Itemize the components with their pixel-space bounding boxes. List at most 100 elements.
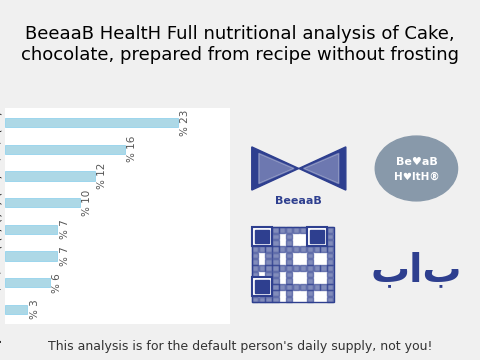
Bar <box>259 297 265 302</box>
Bar <box>286 291 292 296</box>
Bar <box>327 259 334 265</box>
Bar <box>300 265 306 271</box>
Bar <box>307 297 313 302</box>
Bar <box>255 230 269 243</box>
Bar <box>307 246 313 252</box>
Bar <box>286 297 292 302</box>
Bar <box>272 259 278 265</box>
Bar <box>272 271 278 277</box>
Ellipse shape <box>375 136 457 201</box>
Bar <box>327 253 334 258</box>
Bar <box>5 225 58 234</box>
Text: باب: باب <box>371 251 462 289</box>
Bar <box>259 246 265 252</box>
Bar <box>272 240 278 246</box>
Bar <box>300 284 306 290</box>
Bar <box>307 240 313 246</box>
Bar <box>272 228 278 233</box>
Bar <box>286 234 292 239</box>
Bar <box>252 253 258 258</box>
Text: % 7: % 7 <box>60 220 70 239</box>
Bar <box>307 278 313 284</box>
Bar <box>286 278 292 284</box>
Bar <box>286 228 292 233</box>
Bar <box>307 228 313 233</box>
Bar <box>252 271 258 277</box>
Bar <box>293 246 299 252</box>
Bar <box>310 230 324 243</box>
Text: H♥ltH®: H♥ltH® <box>394 172 439 182</box>
Bar <box>313 284 320 290</box>
Bar <box>272 234 278 239</box>
Bar <box>327 297 334 302</box>
Bar <box>5 198 80 207</box>
Bar <box>327 240 334 246</box>
Bar <box>252 278 258 284</box>
Bar <box>265 297 272 302</box>
Bar <box>252 227 272 246</box>
Bar <box>293 265 299 271</box>
Bar <box>252 291 258 296</box>
Text: % 12: % 12 <box>97 163 108 189</box>
Bar <box>327 228 334 233</box>
Bar <box>327 291 334 296</box>
Bar <box>293 228 299 233</box>
Bar <box>265 253 272 258</box>
Bar <box>252 277 272 296</box>
Bar <box>307 284 313 290</box>
Bar <box>286 246 292 252</box>
Bar <box>252 246 258 252</box>
Text: BeeaaB: BeeaaB <box>276 196 322 206</box>
Bar <box>300 246 306 252</box>
Bar <box>286 259 292 265</box>
Bar <box>327 284 334 290</box>
Bar <box>307 271 313 277</box>
Bar <box>259 278 265 284</box>
Bar <box>307 227 327 246</box>
Bar <box>252 228 258 233</box>
Bar <box>327 246 334 252</box>
Bar <box>320 284 326 290</box>
Bar <box>320 265 326 271</box>
Bar <box>286 271 292 277</box>
Bar <box>272 246 278 252</box>
Bar <box>279 284 286 290</box>
Bar <box>5 144 125 154</box>
Bar <box>313 265 320 271</box>
Bar <box>5 251 58 261</box>
Bar <box>5 118 178 127</box>
Bar <box>307 253 313 258</box>
Text: % 16: % 16 <box>127 136 137 162</box>
Bar <box>279 246 286 252</box>
FancyBboxPatch shape <box>252 227 334 302</box>
Bar <box>286 240 292 246</box>
Polygon shape <box>252 147 299 190</box>
Bar <box>272 278 278 284</box>
Bar <box>307 259 313 265</box>
Bar <box>252 284 258 290</box>
Text: BeeaaB HealtH Full nutritional analysis of Cake,
chocolate, prepared from recipe: BeeaaB HealtH Full nutritional analysis … <box>21 25 459 64</box>
Bar <box>259 228 265 233</box>
Bar <box>265 278 272 284</box>
Bar <box>252 259 258 265</box>
Bar <box>279 265 286 271</box>
Text: % 10: % 10 <box>82 189 92 216</box>
Bar <box>327 265 334 271</box>
Bar <box>307 265 313 271</box>
Bar <box>252 297 258 302</box>
Bar <box>279 228 286 233</box>
Text: % 23: % 23 <box>180 109 190 136</box>
Bar <box>272 284 278 290</box>
Bar <box>265 265 272 271</box>
Text: % 3: % 3 <box>30 300 40 319</box>
Bar <box>259 265 265 271</box>
Bar <box>265 259 272 265</box>
Bar <box>265 246 272 252</box>
Bar <box>252 234 258 239</box>
Bar <box>327 234 334 239</box>
Bar <box>252 240 258 246</box>
Bar <box>5 278 50 288</box>
Bar <box>300 228 306 233</box>
Bar <box>313 228 320 233</box>
Bar <box>5 305 27 314</box>
